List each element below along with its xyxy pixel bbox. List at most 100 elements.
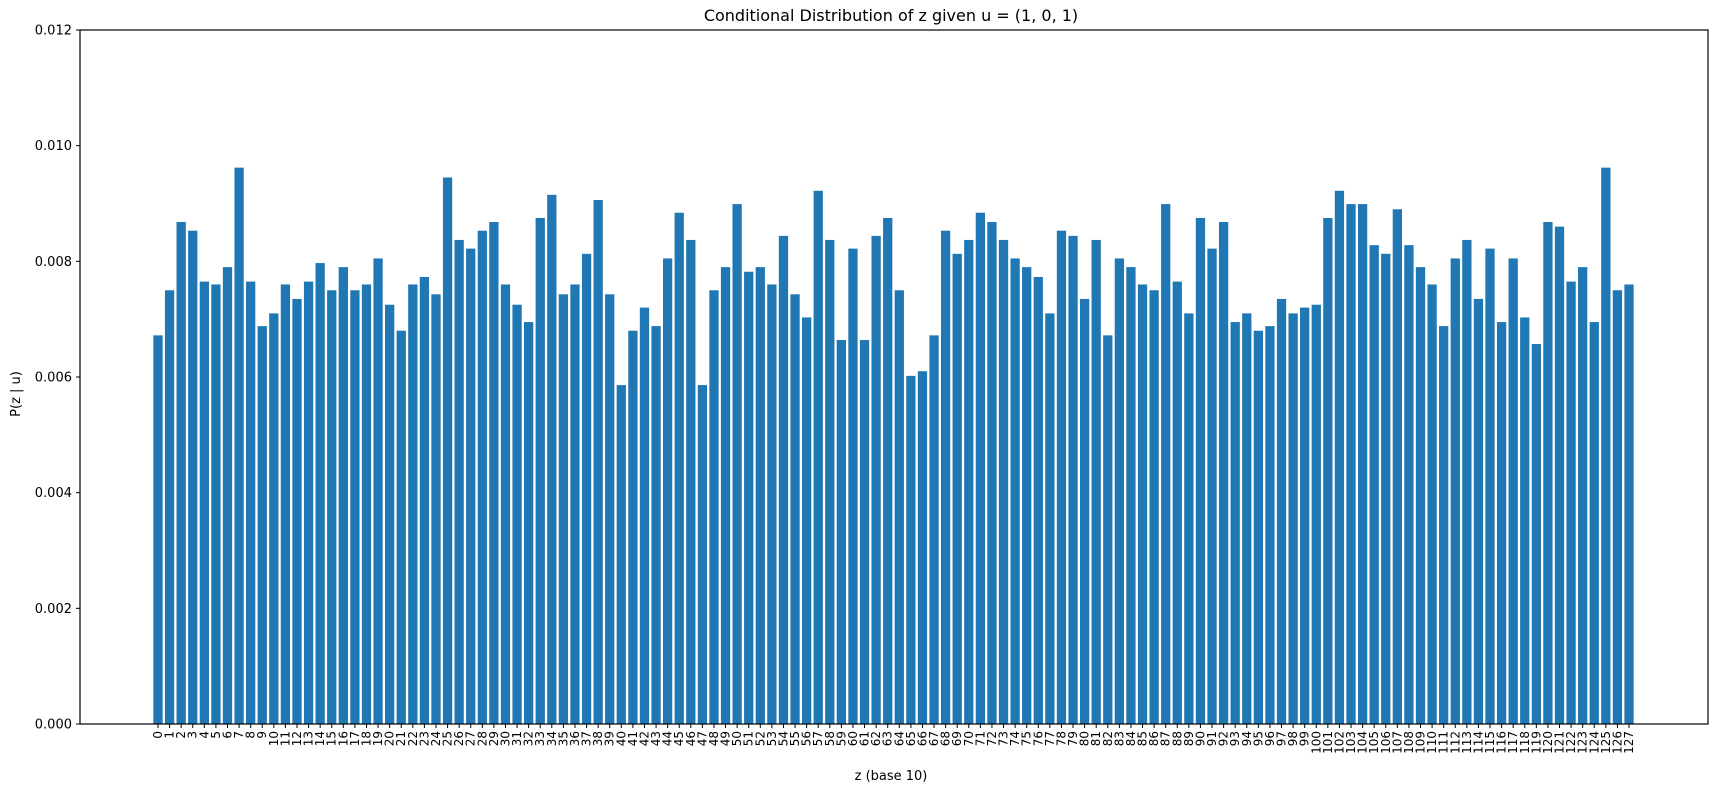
bar-z-98 — [1288, 313, 1298, 724]
x-tick-label: 111 — [1437, 731, 1451, 754]
x-tick-label: 2 — [174, 731, 188, 739]
x-tick-label: 115 — [1483, 731, 1497, 754]
bar-z-113 — [1462, 239, 1472, 724]
x-tick-label: 123 — [1576, 731, 1590, 754]
bar-z-27 — [466, 248, 476, 725]
bar-z-4 — [199, 281, 209, 724]
bar-z-77 — [1045, 313, 1055, 724]
x-tick-label: 54 — [776, 731, 790, 746]
x-tick-label: 72 — [985, 731, 999, 746]
bar-z-48 — [709, 290, 719, 724]
x-tick-label: 74 — [1008, 731, 1022, 746]
bar-z-50 — [732, 204, 742, 724]
x-tick-label: 32 — [522, 731, 536, 746]
bar-z-81 — [1091, 239, 1101, 724]
x-tick-label: 81 — [1089, 731, 1103, 746]
bar-z-8 — [246, 281, 256, 724]
x-tick-label: 9 — [255, 731, 269, 739]
bar-z-92 — [1218, 222, 1229, 724]
bar-z-111 — [1439, 326, 1449, 724]
x-tick-label: 36 — [568, 731, 582, 746]
bar-z-83 — [1114, 258, 1124, 724]
bar-z-74 — [1010, 258, 1020, 724]
bar-z-109 — [1415, 267, 1426, 724]
x-tick-label: 17 — [348, 731, 362, 746]
y-tick-label: 0.010 — [35, 139, 72, 154]
bar-z-63 — [883, 217, 893, 724]
x-tick-label: 102 — [1332, 731, 1346, 754]
x-tick-label: 44 — [661, 731, 675, 746]
x-tick-label: 106 — [1379, 731, 1393, 754]
bar-z-69 — [952, 253, 962, 724]
bar-z-6 — [222, 267, 233, 724]
bar-z-100 — [1311, 304, 1321, 724]
bar-z-51 — [744, 271, 754, 724]
x-tick-label: 114 — [1471, 731, 1485, 754]
bar-z-80 — [1079, 298, 1090, 724]
bar-z-11 — [280, 284, 291, 724]
bar-z-39 — [605, 294, 615, 724]
bar-z-64 — [894, 290, 904, 724]
x-tick-label: 49 — [719, 731, 733, 746]
x-tick-label: 59 — [834, 731, 848, 746]
bar-z-65 — [906, 375, 916, 724]
bar-z-124 — [1589, 322, 1599, 724]
bar-z-114 — [1473, 298, 1484, 724]
x-tick-label: 92 — [1217, 731, 1231, 746]
x-tick-label: 22 — [406, 731, 420, 746]
x-tick-label: 53 — [765, 731, 779, 746]
x-tick-label: 25 — [441, 731, 455, 746]
x-tick-label: 85 — [1136, 731, 1150, 746]
bar-z-54 — [778, 235, 789, 724]
x-tick-label: 65 — [904, 731, 918, 746]
x-tick-label: 45 — [672, 731, 686, 746]
x-tick-label: 66 — [915, 731, 929, 746]
bar-z-76 — [1033, 276, 1043, 724]
x-tick-label: 73 — [997, 731, 1011, 746]
x-tick-label: 46 — [684, 731, 698, 746]
x-tick-label: 62 — [869, 731, 883, 746]
x-tick-label: 5 — [209, 731, 223, 739]
x-tick-label: 79 — [1066, 731, 1080, 746]
bar-z-71 — [975, 212, 986, 724]
x-tick-label: 96 — [1263, 731, 1277, 746]
bar-z-18 — [361, 284, 372, 724]
bar-z-40 — [616, 385, 626, 724]
x-tick-label: 38 — [591, 731, 605, 746]
x-tick-label: 124 — [1587, 731, 1601, 754]
y-tick-label: 0.006 — [35, 371, 72, 386]
x-tick-label: 37 — [580, 731, 594, 746]
x-tick-label: 94 — [1240, 731, 1254, 746]
x-tick-label: 91 — [1205, 731, 1219, 746]
bar-z-12 — [292, 298, 302, 724]
x-tick-label: 127 — [1622, 731, 1636, 754]
x-tick-label: 27 — [464, 731, 478, 746]
bar-z-2 — [176, 222, 186, 724]
x-tick-label: 63 — [881, 731, 895, 746]
bar-z-123 — [1578, 267, 1588, 724]
bar-z-16 — [338, 267, 348, 724]
bar-z-49 — [720, 267, 731, 724]
chart-title: Conditional Distribution of z given u = … — [704, 6, 1078, 25]
x-tick-label: 42 — [637, 731, 651, 746]
x-tick-label: 18 — [359, 731, 373, 746]
bar-z-46 — [686, 239, 696, 724]
x-tick-label: 50 — [730, 731, 744, 746]
bars-group — [153, 167, 1634, 725]
x-tick-label: 57 — [811, 731, 825, 746]
bar-z-43 — [651, 326, 661, 724]
x-tick-label: 11 — [278, 731, 292, 746]
bar-z-53 — [767, 284, 777, 724]
bar-z-21 — [396, 330, 406, 724]
bar-z-72 — [987, 222, 997, 724]
bar-z-25 — [442, 177, 453, 725]
bar-z-106 — [1381, 253, 1391, 724]
x-tick-label: 84 — [1124, 731, 1138, 746]
bar-z-66 — [917, 371, 928, 724]
bar-z-5 — [211, 284, 221, 724]
x-tick-label: 104 — [1356, 731, 1370, 754]
bar-z-15 — [327, 290, 337, 724]
x-tick-label: 41 — [626, 731, 640, 746]
bar-z-110 — [1427, 284, 1437, 724]
